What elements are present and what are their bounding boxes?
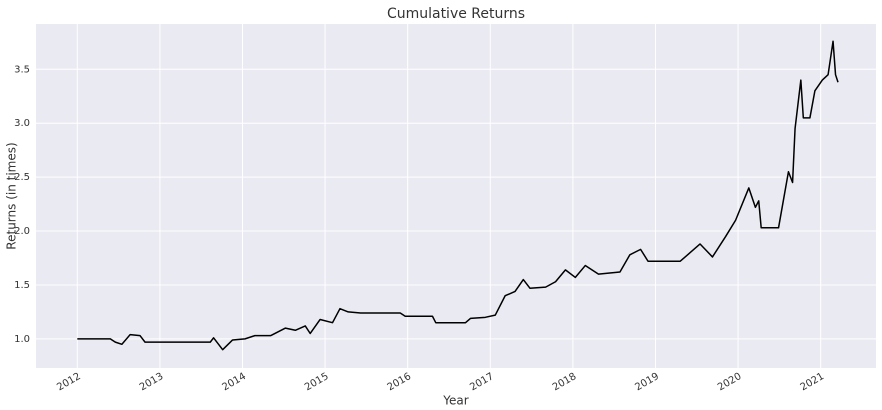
y-axis-label: Returns (in times)	[5, 142, 19, 249]
x-axis-label: Year	[442, 394, 468, 408]
y-tick-label: 3.5	[14, 64, 30, 75]
y-tick-label: 3.0	[14, 118, 30, 129]
x-tick-label: 2016	[386, 371, 414, 393]
x-tick-label: 2021	[799, 371, 827, 393]
x-tick-label: 2017	[468, 371, 496, 393]
x-tick-label: 2014	[220, 371, 248, 393]
y-tick-label: 2.0	[14, 226, 30, 237]
x-tick-label: 2012	[55, 371, 83, 393]
x-tick-label: 2013	[138, 371, 166, 393]
plot-area	[36, 24, 876, 368]
x-tick-label: 2015	[303, 371, 331, 393]
y-tick-label: 1.5	[14, 280, 30, 291]
x-tick-label: 2018	[551, 371, 579, 393]
chart-title: Cumulative Returns	[387, 6, 525, 22]
y-tick-label: 2.5	[14, 172, 30, 183]
line	[77, 40, 839, 351]
y-tick-label: 1.0	[14, 334, 30, 345]
x-tick-label: 2020	[716, 371, 744, 393]
x-tick-label: 2019	[633, 371, 661, 393]
